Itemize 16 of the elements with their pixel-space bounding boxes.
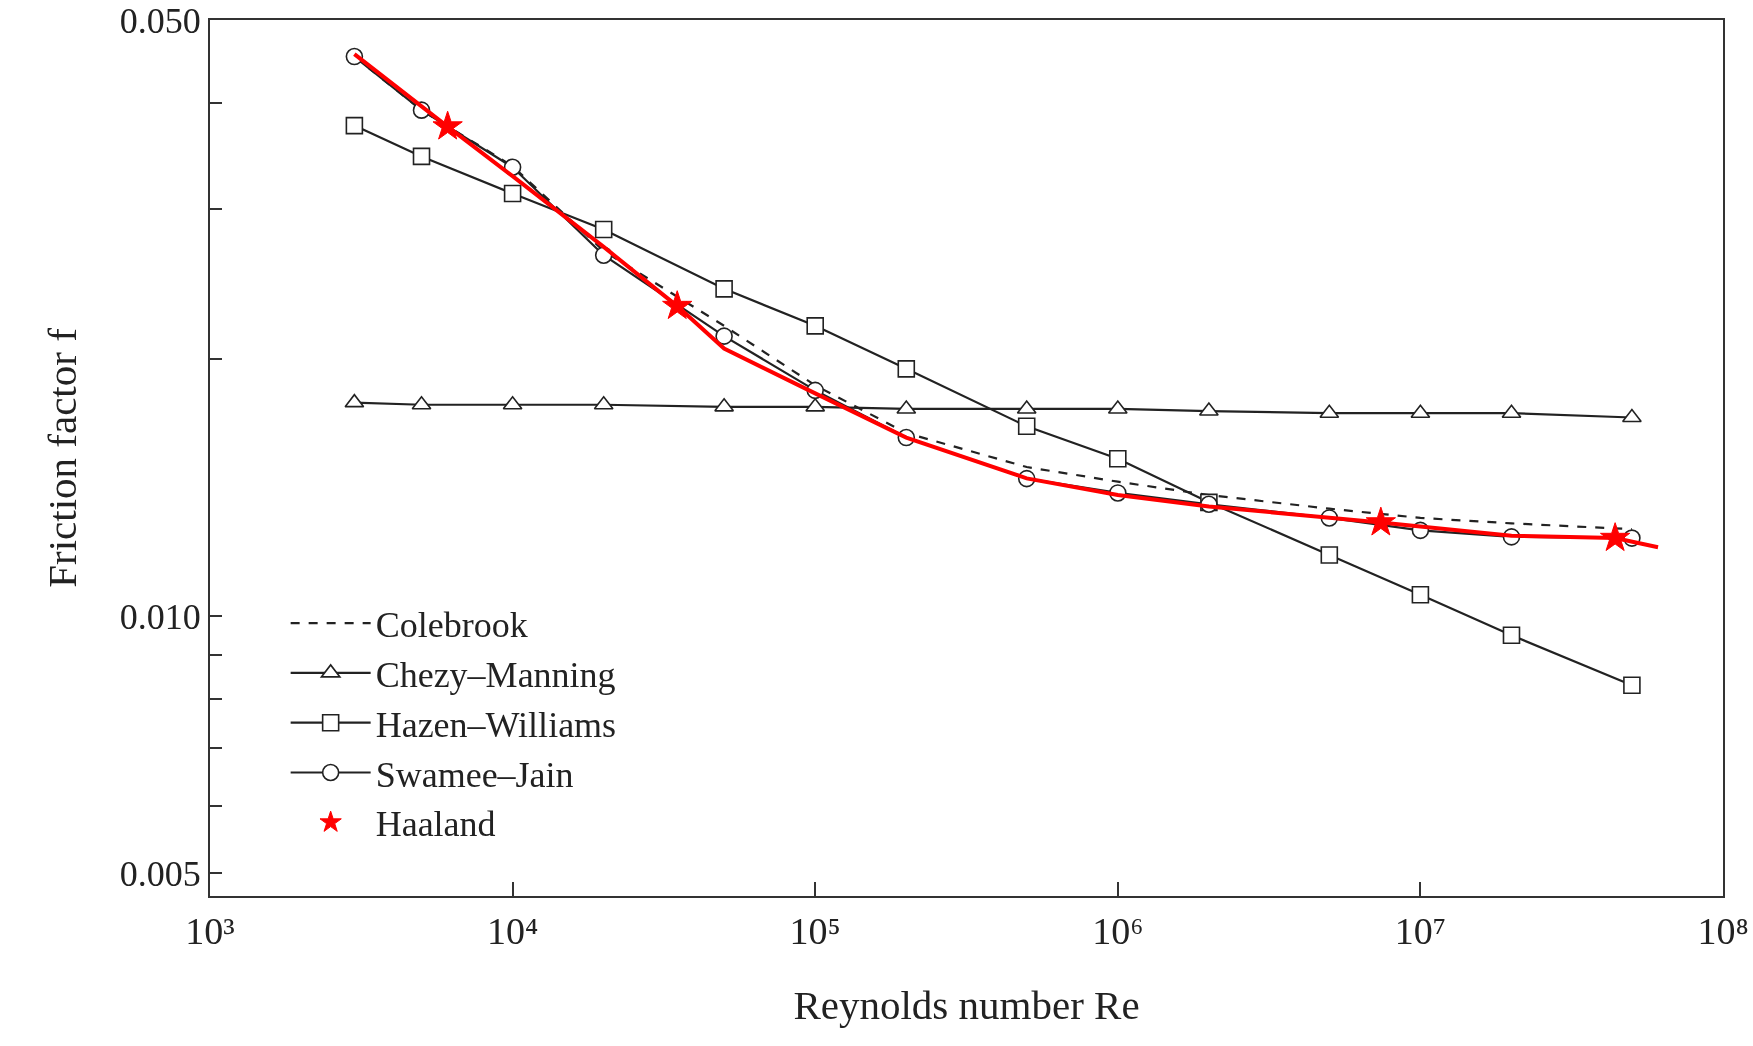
y-axis-title: Friction factor f	[39, 327, 86, 588]
legend-label: Swamee–Jain	[375, 754, 574, 795]
legend-label: Haaland	[375, 804, 496, 845]
x-tick-label: 10³	[185, 909, 235, 952]
y-tick-label: 0.050	[119, 0, 201, 41]
x-tick-label: 10⁵	[789, 909, 841, 952]
x-tick-label: 10⁷	[1394, 909, 1447, 952]
y-tick-label: 0.005	[119, 853, 201, 894]
legend-label: Hazen–Williams	[375, 704, 617, 745]
x-axis-title: Reynolds number Re	[793, 982, 1140, 1029]
x-tick-label: 10⁶	[1092, 909, 1144, 952]
x-tick-label: 10⁸	[1697, 909, 1749, 952]
x-tick-label: 10⁴	[486, 909, 539, 952]
legend-label: Colebrook	[375, 605, 528, 646]
y-tick-label: 0.010	[119, 596, 201, 637]
legend-label: Chezy–Manning	[375, 654, 616, 695]
